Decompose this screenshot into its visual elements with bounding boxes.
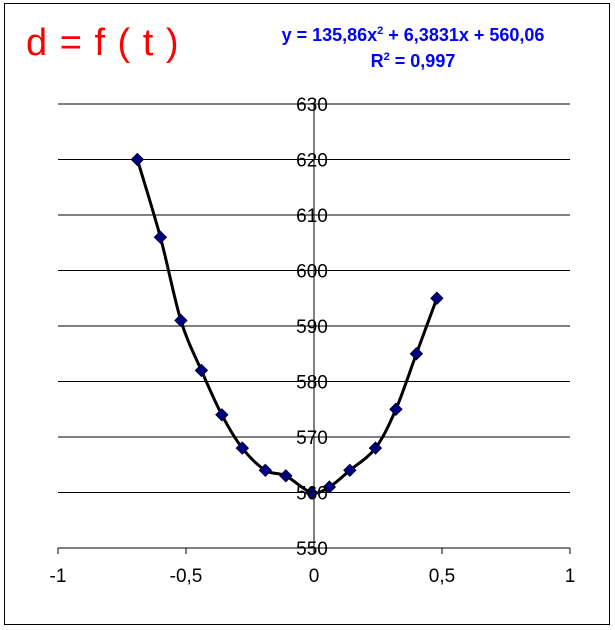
data-point-12 (389, 402, 403, 416)
y-tick-label-3: 580 (296, 373, 328, 394)
data-point-1 (153, 230, 168, 244)
trendline-equation: y = 135,86x2 + 6,3831x + 560,06 (218, 22, 608, 48)
equation-exponent: 2 (377, 25, 384, 37)
axes (57, 103, 571, 554)
data-point-3 (194, 363, 209, 378)
x-tick-label-2: 0 (309, 566, 320, 587)
y-tick-label-4: 590 (296, 317, 328, 338)
x-tick-label-1: -0,5 (170, 566, 203, 587)
data-point-0 (130, 152, 145, 167)
r2-prefix: R (370, 51, 384, 71)
chart-frame (4, 3, 610, 625)
y-tick-label-5: 600 (296, 262, 328, 283)
r2-suffix: = 0,997 (389, 51, 456, 71)
trendline-equation-box: y = 135,86x2 + 6,3831x + 560,06 R2 = 0,9… (218, 22, 608, 74)
equation-prefix: y = 135,86x (281, 25, 378, 45)
y-tick-label-7: 620 (296, 151, 328, 172)
data-point-8 (304, 485, 319, 500)
equation-suffix: + 6,3831x + 560,06 (383, 25, 545, 45)
r2-exponent: 2 (383, 51, 390, 63)
data-points (130, 152, 444, 500)
data-point-4 (215, 408, 229, 422)
y-tick-label-6: 610 (296, 206, 328, 227)
tick-labels: -1 -0,5 0 0,5 1 550 560 570 580 590 600 610 620 630 (50, 95, 576, 587)
y-tick-label-1: 560 (296, 484, 328, 505)
data-point-10 (343, 463, 357, 478)
x-tick-label-4: 1 (565, 566, 576, 587)
data-point-7 (279, 469, 293, 483)
r-squared: R2 = 0,997 (218, 48, 608, 74)
data-point-13 (409, 347, 424, 361)
data-point-6 (258, 463, 273, 478)
chart-title: d = f ( t ) (26, 22, 180, 64)
data-point-2 (174, 313, 188, 328)
y-tick-label-0: 550 (296, 539, 328, 560)
data-point-9 (322, 480, 337, 494)
x-tick-label-3: 0,5 (429, 566, 455, 587)
y-tick-label-2: 570 (296, 428, 328, 449)
data-point-14 (430, 291, 444, 305)
data-point-11 (368, 441, 383, 455)
x-tick-label-0: -1 (50, 566, 67, 587)
y-tick-label-8: 630 (296, 95, 328, 116)
data-point-5 (235, 441, 250, 455)
